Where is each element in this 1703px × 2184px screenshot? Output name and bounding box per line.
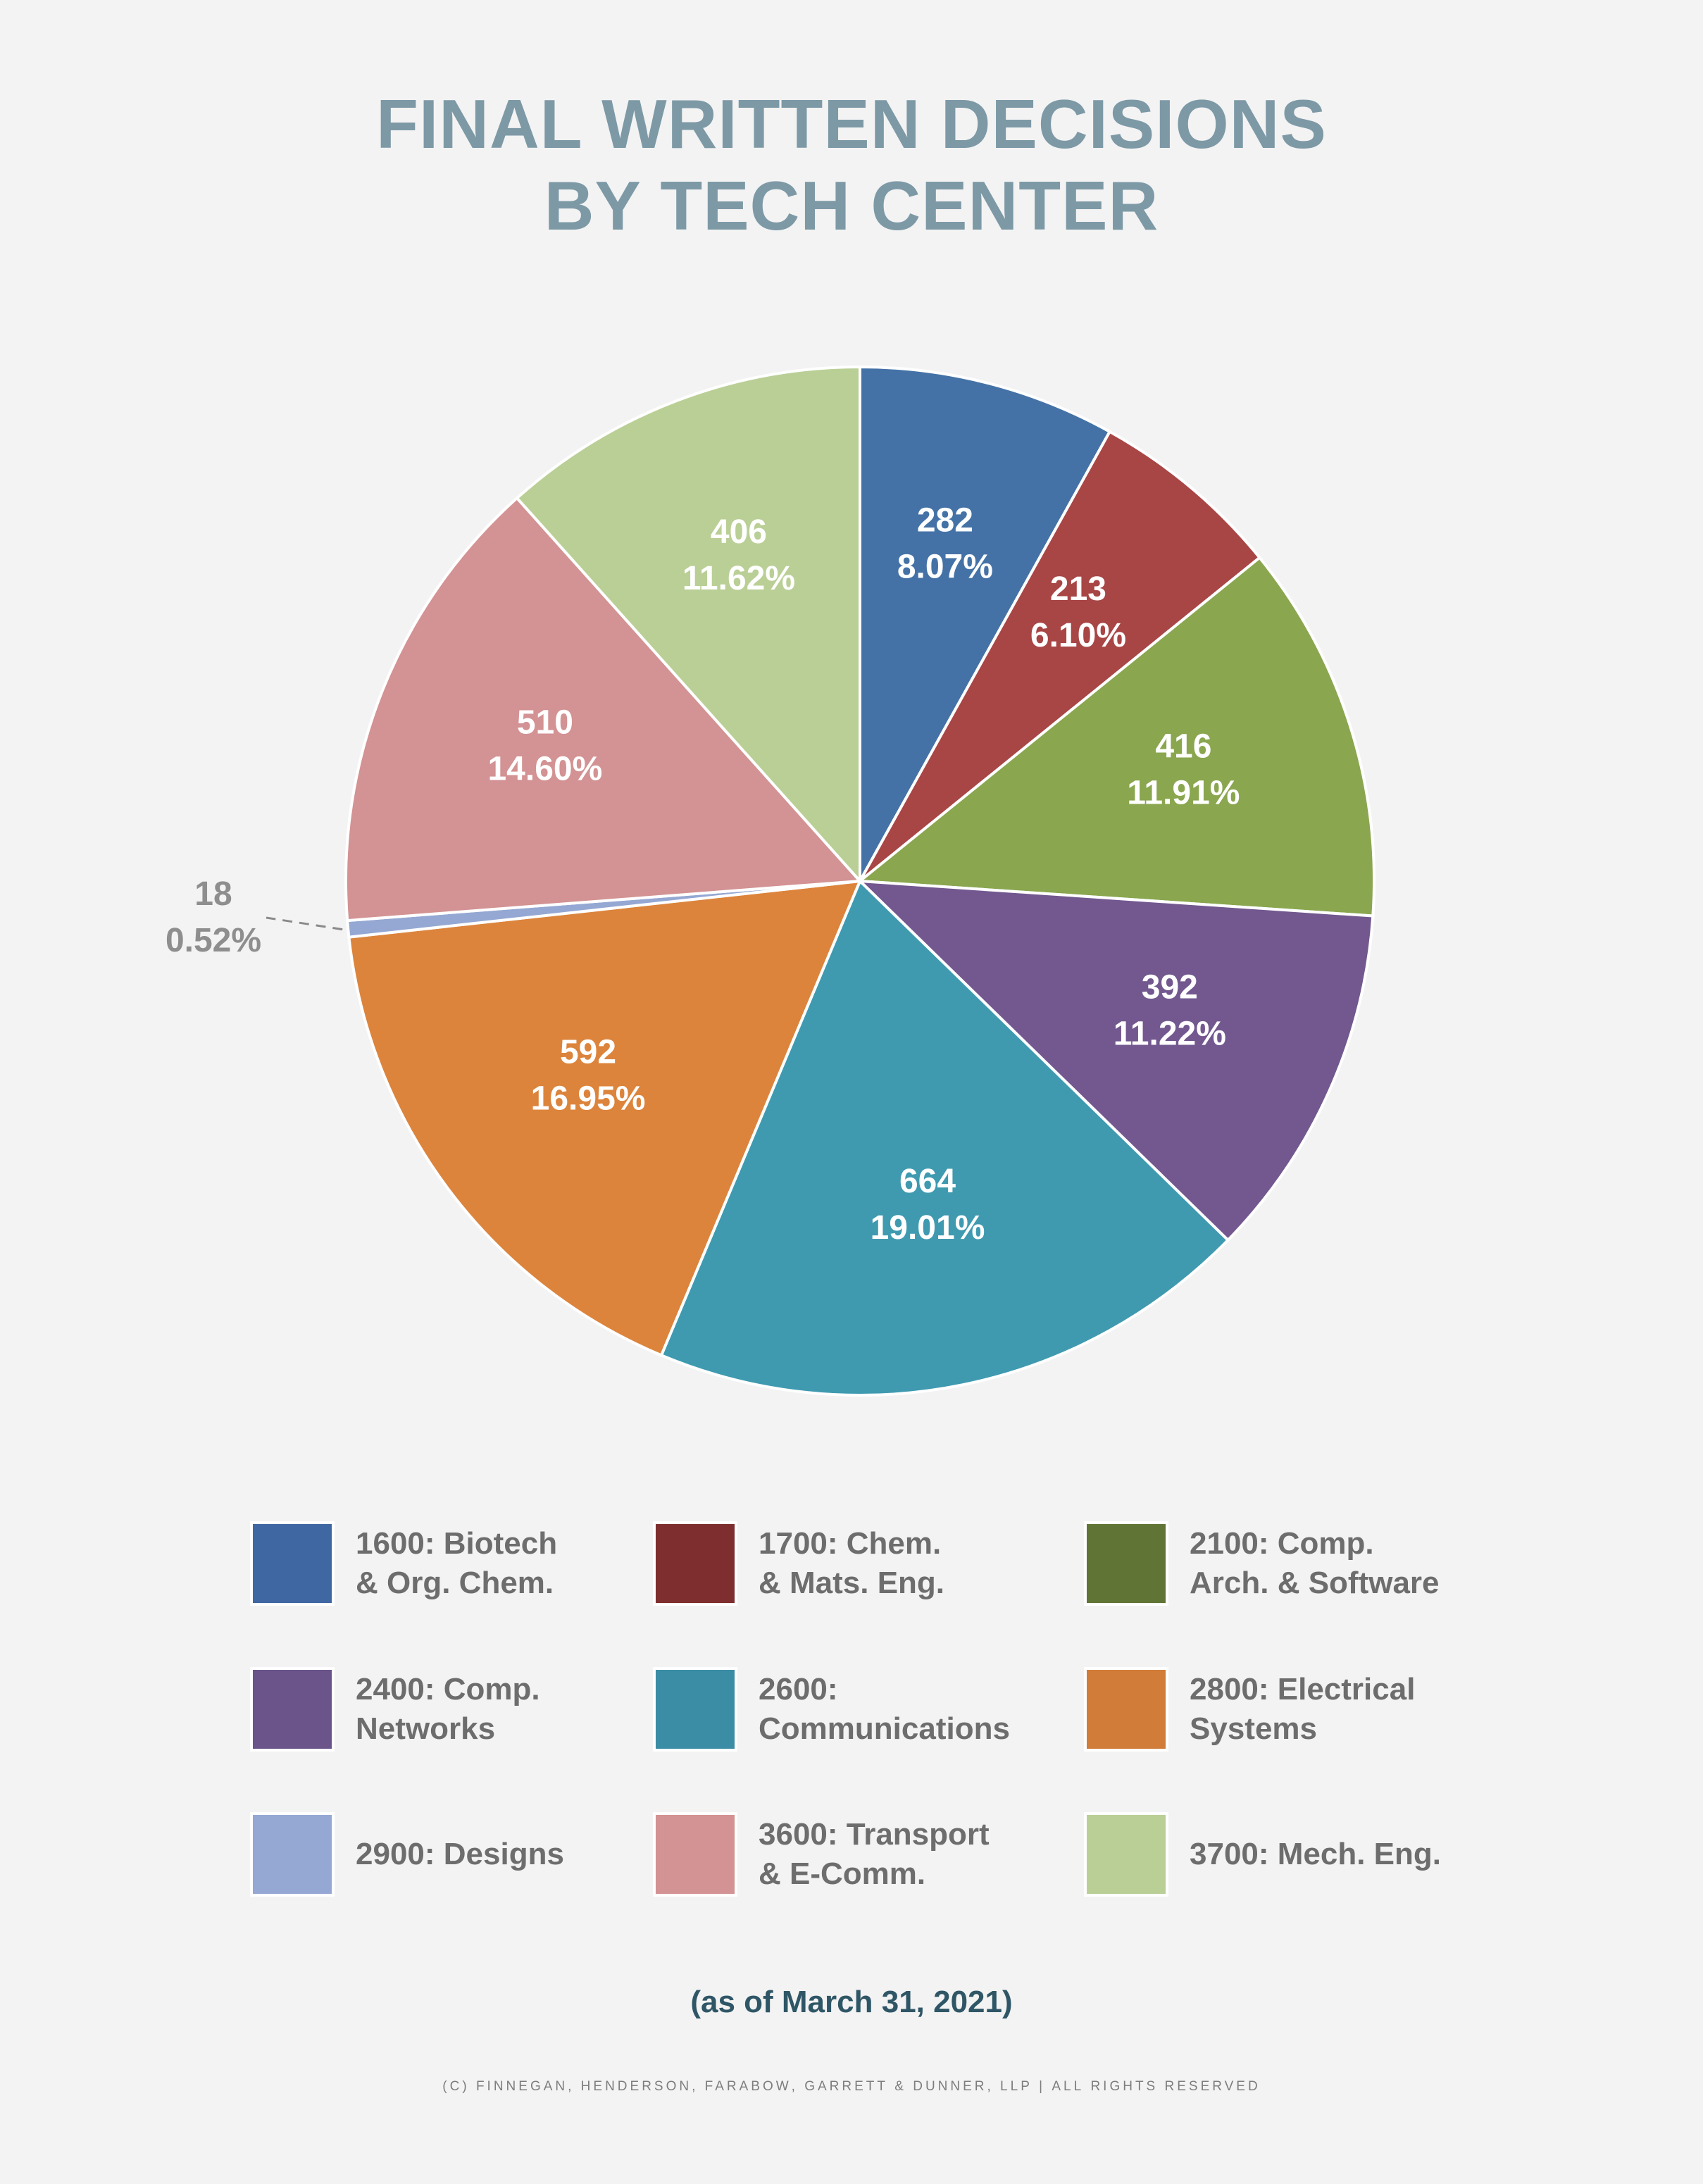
legend-label-line1: 3700: Mech. Eng. [1190, 1837, 1442, 1871]
slice-percent-label: 14.60% [487, 750, 602, 787]
chart-title: FINAL WRITTEN DECISIONS BY TECH CENTER [0, 83, 1703, 247]
legend-swatch [250, 1521, 335, 1606]
slice-value-label: 592 [560, 1033, 616, 1071]
slice-value-label: 416 [1155, 728, 1211, 766]
legend-label-line1: 2900: Designs [356, 1837, 564, 1871]
slice-percent-label: 16.95% [531, 1080, 646, 1117]
pie-slice [856, 555, 1376, 918]
legend-label: 1600: Biotech & Org. Chem. [356, 1521, 666, 1606]
slice-value-label: 664 [899, 1163, 956, 1200]
legend-label-line2: Arch. & Software [1190, 1566, 1440, 1600]
legend-label-line1: 2400: Comp. [356, 1672, 540, 1706]
legend-label-line1: 1700: Chem. [759, 1526, 942, 1561]
slice-percent-label: 6.10% [1030, 617, 1126, 654]
copyright-notice: (c) finnegan, henderson, farabow, garret… [442, 2073, 1261, 2095]
slice-value-label: 406 [711, 513, 767, 551]
slice-percent-label: 8.07% [897, 549, 993, 586]
slice-percent-label: 19.01% [871, 1209, 985, 1247]
legend-label-line2: Systems [1190, 1711, 1318, 1746]
legend-label-line1: 1600: Biotech [356, 1526, 558, 1561]
legend-label-line2: Networks [356, 1711, 496, 1746]
legend-label: 2100: Comp. Arch. & Software [1190, 1521, 1499, 1606]
pie-slice [859, 430, 1262, 882]
legend-label: 3600: Transport & E-Comm. [759, 1812, 1068, 1897]
legend-label: 2600: Communications [759, 1667, 1068, 1752]
as-of-date: (as of March 31, 2021) [690, 1985, 1013, 2019]
legend-label: 3700: Mech. Eng. [1190, 1812, 1499, 1897]
legend-label-line1: 2100: Comp. [1190, 1526, 1374, 1561]
pie-slice [659, 878, 1230, 1397]
legend-label-line1: 3600: Transport [759, 1817, 990, 1852]
legend-swatch [653, 1667, 737, 1752]
legend-label-line2: & Org. Chem. [356, 1566, 554, 1600]
legend-label: 2900: Designs [356, 1812, 666, 1897]
slice-value-label: 18 [194, 875, 232, 913]
slice-percent-label: 0.52% [166, 922, 261, 959]
pie-slice [856, 879, 1375, 1242]
slice-value-label: 392 [1142, 969, 1198, 1006]
legend-swatch [1084, 1521, 1168, 1606]
slice-percent-label: 11.62% [682, 560, 795, 597]
pie-slice [347, 879, 863, 1357]
legend-label-line1: 2600: [759, 1672, 838, 1706]
legend-swatch [653, 1812, 737, 1897]
pie-chart: 282 8.07% 213 6.10% 416 11.91% 392 11.22% 664 19.… [166, 365, 1376, 1397]
title-line-2: BY TECH CENTER [544, 167, 1159, 244]
pie-slices [344, 365, 1376, 1397]
pie-slice [515, 365, 861, 885]
legend-swatch [250, 1812, 335, 1897]
legend-label: 2400: Comp. Networks [356, 1667, 666, 1752]
legend-label: 1700: Chem. & Mats. Eng. [759, 1521, 1068, 1606]
pie-slice [344, 496, 863, 923]
legend-swatch [653, 1521, 737, 1606]
slice-value-label: 213 [1050, 570, 1106, 608]
pie-slice [859, 365, 1112, 887]
legend-label: 2800: Electrical Systems [1190, 1667, 1499, 1752]
legend-label-line1: 2800: Electrical [1190, 1672, 1416, 1706]
slice-value-label: 282 [917, 502, 973, 539]
slice-percent-label: 11.91% [1127, 775, 1240, 812]
legend-label-line2: Communications [759, 1711, 1010, 1746]
pie-labels: 282 8.07% 213 6.10% 416 11.91% 392 11.22% 664 19.… [166, 502, 1240, 1247]
legend-swatch [1084, 1812, 1168, 1897]
title-line-1: FINAL WRITTEN DECISIONS [376, 85, 1327, 163]
legend-label-line2: & E-Comm. [759, 1857, 926, 1891]
legend-swatch [1084, 1667, 1168, 1752]
legend-label-line2: & Mats. Eng. [759, 1566, 945, 1600]
slice-value-label: 510 [517, 704, 573, 741]
leader-line [266, 916, 343, 931]
slice-percent-label: 11.22% [1114, 1016, 1226, 1053]
legend-swatch [250, 1667, 335, 1752]
legend: 1600: Biotech & Org. Chem. 1700: Chem. &… [250, 1521, 1518, 1902]
